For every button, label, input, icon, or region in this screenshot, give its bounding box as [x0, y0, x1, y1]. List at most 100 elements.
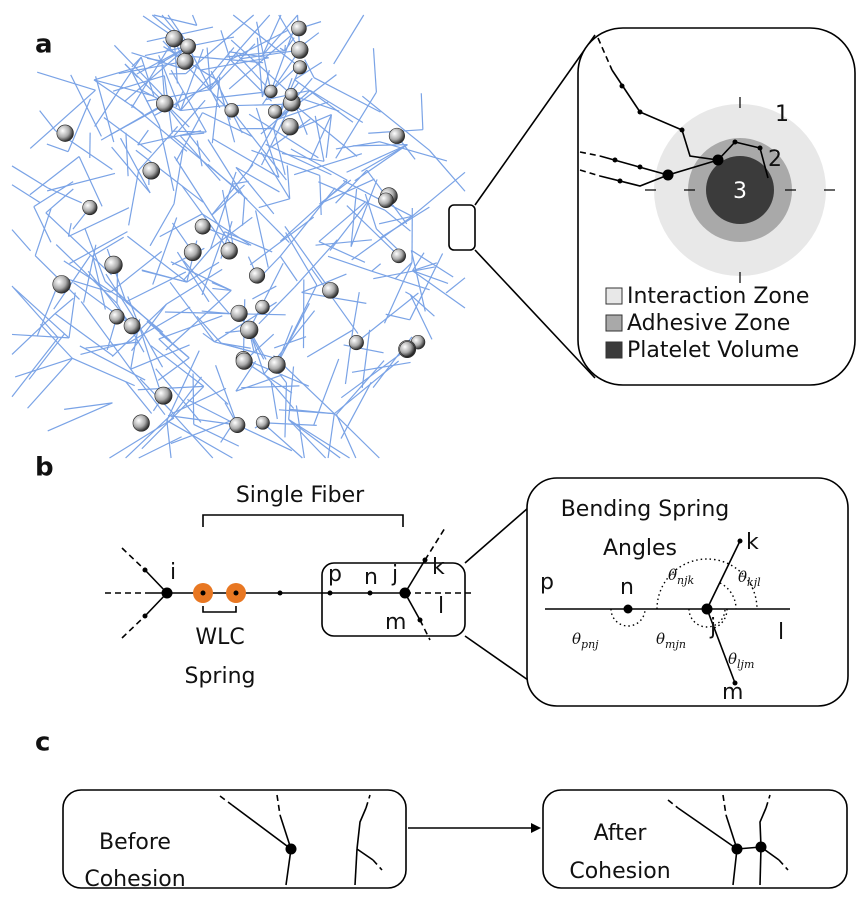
- fiber-segment: [347, 145, 408, 173]
- platelet: [155, 387, 172, 404]
- fiber-label: Single Fiber: [236, 483, 365, 508]
- node-label: l: [778, 620, 784, 645]
- platelet: [265, 85, 278, 98]
- fiber-segment: [446, 278, 465, 293]
- fiber-segment: [320, 175, 321, 215]
- state-label: Cohesion: [84, 867, 185, 892]
- platelet: [230, 417, 245, 432]
- fiber-segment: [252, 286, 276, 299]
- fiber-segment: [150, 204, 174, 246]
- fiber-segment: [173, 388, 226, 413]
- state-label: Before: [99, 830, 171, 855]
- platelet: [181, 39, 196, 54]
- figure: a 1 2 3 Interaction Zone Adhesive Zone P…: [0, 0, 860, 919]
- panel-label: b: [35, 453, 54, 483]
- node-label: j: [709, 615, 716, 640]
- theta-symbol: θ: [656, 630, 665, 648]
- node-label: m: [385, 610, 406, 635]
- platelet: [256, 300, 270, 314]
- platelet: [268, 356, 285, 373]
- node-label: m: [722, 680, 743, 705]
- legend-label: Adhesive Zone: [627, 311, 790, 336]
- fiber-network: [12, 15, 468, 458]
- fiber-segment: [212, 165, 253, 215]
- node-label: l: [438, 594, 444, 619]
- platelet: [177, 53, 193, 69]
- fiber-segment: [410, 295, 432, 340]
- fiber-segment: [129, 170, 139, 225]
- fiber-segment: [71, 75, 102, 136]
- theta-symbol: θ: [572, 630, 581, 648]
- angle-subscript: mjn: [665, 638, 686, 651]
- fiber-segment: [395, 262, 412, 279]
- bracket: [203, 515, 403, 527]
- fiber-segment: [12, 185, 40, 203]
- theta-symbol: θ: [728, 650, 737, 668]
- fiber-segment: [85, 228, 105, 281]
- platelet: [231, 305, 248, 322]
- fiber-segment: [236, 375, 283, 391]
- fiber-segment: [166, 290, 231, 350]
- fiber-segment: [421, 93, 423, 129]
- platelet: [291, 21, 306, 36]
- zoom-box: [449, 205, 475, 250]
- fiber-segment: [147, 321, 189, 358]
- fiber-segment: [12, 286, 58, 338]
- fiber-segment: [280, 180, 347, 241]
- legend-label: Platelet Volume: [627, 338, 799, 363]
- platelet: [124, 318, 140, 334]
- platelet: [268, 105, 282, 119]
- theta-symbol: θ: [738, 568, 747, 586]
- fiber-segment: [405, 292, 410, 295]
- fiber-segment: [328, 256, 372, 271]
- fiber-segment: [34, 207, 51, 243]
- node-label: p: [328, 562, 342, 587]
- fiber-segment: [250, 217, 313, 265]
- node-label: n: [364, 565, 378, 590]
- node-label: n: [620, 575, 634, 600]
- fiber-segment: [356, 293, 418, 343]
- fiber-segment: [55, 298, 73, 313]
- fiber-segment: [94, 66, 143, 80]
- fiber-segment: [181, 105, 229, 110]
- fiber-segment: [142, 270, 187, 282]
- zoom-line: [465, 636, 528, 680]
- legend-swatch: [606, 315, 622, 331]
- platelet: [143, 162, 160, 179]
- platelet: [221, 243, 238, 260]
- platelet: [57, 125, 74, 142]
- fiber-segment: [189, 37, 234, 46]
- fiber-segment: [126, 413, 173, 458]
- node-label: j: [391, 562, 398, 587]
- fiber-segment: [310, 90, 363, 122]
- platelet: [83, 200, 98, 215]
- inset-title: Bending Spring: [561, 497, 730, 522]
- fiber-segment: [96, 76, 114, 142]
- fiber-segment: [277, 303, 310, 365]
- arrow-head: [531, 823, 541, 833]
- fiber-segment: [263, 423, 317, 426]
- fiber-segment: [127, 236, 186, 282]
- spring-label: Spring: [185, 664, 256, 689]
- fiber-segment: [373, 267, 435, 279]
- angle-subscript: kjl: [747, 576, 761, 589]
- fiber-segment: [314, 78, 380, 112]
- fiber-segment: [295, 80, 353, 123]
- fiber-segment: [40, 324, 72, 358]
- fiber-segment: [176, 113, 202, 161]
- platelet: [53, 276, 71, 294]
- fiber-segment: [280, 256, 297, 281]
- fiber-segment: [167, 421, 171, 458]
- platelet: [184, 244, 201, 261]
- fiber-segment: [56, 245, 117, 304]
- fiber-segment: [47, 144, 68, 152]
- platelet: [133, 415, 150, 432]
- theta-symbol: θ: [668, 566, 677, 584]
- fiber-segment: [158, 358, 189, 381]
- fiber-segment: [341, 382, 371, 438]
- legend-swatch: [606, 288, 622, 304]
- platelet: [225, 103, 239, 117]
- fiber-segment: [429, 150, 465, 191]
- angle-subscript: njk: [677, 574, 694, 587]
- fiber-segment: [343, 180, 412, 216]
